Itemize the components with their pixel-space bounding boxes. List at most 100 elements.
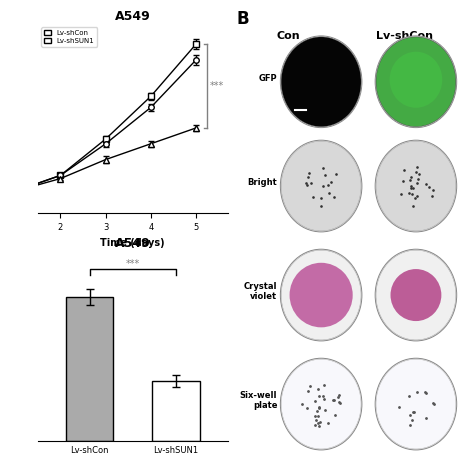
Point (410, 408, 418, 416)
Point (409, 416, 416, 424)
Point (311, 421, 319, 428)
Point (314, 412, 321, 419)
Text: Bright: Bright (247, 178, 277, 187)
Title: A549: A549 (115, 9, 151, 23)
Point (316, 419, 324, 426)
Point (298, 400, 305, 408)
Bar (66, 297, 113, 441)
Point (315, 392, 323, 400)
Point (312, 416, 319, 424)
X-axis label: Time (days): Time (days) (100, 237, 165, 247)
Ellipse shape (375, 140, 457, 232)
Point (314, 419, 321, 427)
Point (407, 184, 414, 191)
Point (315, 422, 322, 430)
Point (414, 164, 421, 171)
Point (305, 169, 313, 177)
Ellipse shape (280, 249, 362, 341)
Point (330, 396, 338, 404)
Point (405, 392, 413, 400)
Point (313, 407, 321, 414)
Text: B: B (237, 10, 250, 28)
Point (428, 191, 436, 199)
Point (324, 419, 332, 427)
Point (430, 400, 438, 407)
Point (423, 390, 430, 397)
Ellipse shape (281, 250, 361, 340)
Point (407, 173, 414, 181)
Point (409, 191, 416, 198)
Point (307, 179, 315, 187)
Point (409, 202, 417, 210)
Bar (152, 381, 200, 441)
Text: Crystal
violet: Crystal violet (244, 282, 277, 301)
Point (319, 182, 326, 190)
Point (320, 395, 328, 402)
Title: A549: A549 (115, 237, 151, 250)
Point (411, 195, 419, 202)
Ellipse shape (281, 141, 361, 231)
Ellipse shape (281, 37, 361, 127)
Point (303, 404, 311, 412)
Point (304, 387, 312, 394)
Text: ***: *** (126, 259, 140, 269)
Ellipse shape (280, 358, 362, 450)
Point (325, 189, 332, 197)
Point (422, 415, 430, 422)
Text: Lv-shCon: Lv-shCon (376, 31, 433, 41)
Point (321, 407, 328, 414)
Point (329, 397, 337, 404)
Ellipse shape (280, 140, 362, 232)
Point (429, 399, 437, 407)
Point (395, 403, 402, 411)
Ellipse shape (375, 36, 457, 128)
Point (421, 388, 429, 396)
Point (319, 164, 327, 172)
Point (330, 193, 338, 201)
Ellipse shape (376, 141, 456, 231)
Point (335, 399, 343, 406)
Point (410, 409, 417, 416)
Point (407, 182, 415, 190)
Point (405, 189, 412, 197)
Ellipse shape (391, 269, 441, 321)
Ellipse shape (376, 250, 456, 340)
Text: Six-well
plate: Six-well plate (240, 391, 277, 410)
Point (413, 180, 421, 187)
Point (400, 177, 407, 185)
Point (327, 178, 335, 185)
Point (322, 172, 329, 179)
Text: ***: *** (210, 81, 224, 91)
Point (324, 182, 332, 189)
Point (310, 193, 317, 201)
Point (397, 190, 404, 197)
Ellipse shape (290, 263, 353, 328)
Point (337, 399, 344, 407)
Point (311, 412, 319, 420)
Point (304, 173, 312, 181)
Point (332, 171, 339, 178)
Ellipse shape (280, 36, 362, 128)
Point (429, 186, 437, 194)
Ellipse shape (376, 37, 456, 127)
Point (331, 411, 338, 419)
Point (406, 176, 414, 184)
Point (414, 175, 422, 183)
Point (412, 169, 419, 176)
Ellipse shape (375, 249, 457, 341)
Point (319, 392, 327, 400)
Point (317, 202, 325, 210)
Point (413, 192, 420, 200)
Point (311, 397, 319, 405)
Ellipse shape (281, 359, 361, 449)
Legend: Lv-shCon, Lv-shSUN1: Lv-shCon, Lv-shSUN1 (41, 27, 97, 47)
Point (406, 421, 414, 429)
Point (422, 181, 429, 188)
Point (410, 184, 417, 191)
Point (414, 389, 421, 396)
Point (334, 393, 342, 401)
Text: Con: Con (276, 31, 300, 41)
Point (306, 382, 313, 390)
Point (303, 179, 310, 187)
Ellipse shape (376, 359, 456, 449)
